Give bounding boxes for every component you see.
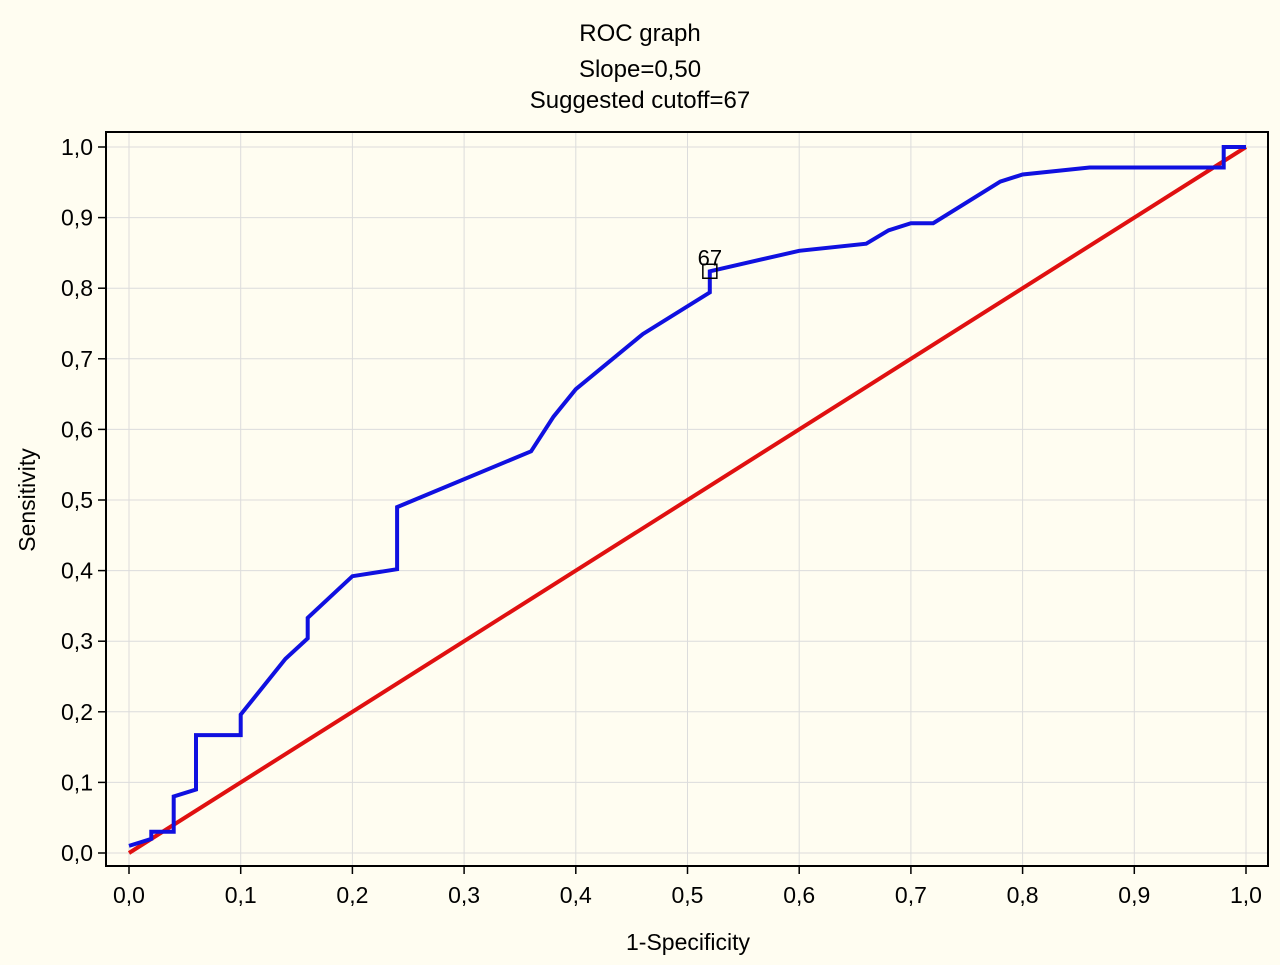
x-tick-label-6: 0,6	[783, 882, 815, 908]
x-tick-label-2: 0,2	[336, 882, 368, 908]
series	[127, 145, 1248, 855]
x-tick-label-0: 0,0	[113, 882, 145, 908]
x-tick-label-5: 0,5	[672, 882, 704, 908]
y-tick-label-0: 0,0	[61, 840, 93, 866]
chart-subtitle-slope: Slope=0,50	[579, 56, 701, 83]
x-tick-label-1: 0,1	[225, 882, 257, 908]
x-tick-label-3: 0,3	[448, 882, 480, 908]
y-tick-label-8: 0,8	[61, 275, 93, 301]
y-tick-label-6: 0,6	[61, 416, 93, 442]
y-tick-label-3: 0,3	[61, 628, 93, 654]
x-tick-label-4: 0,4	[560, 882, 592, 908]
reference-diagonal-line	[127, 145, 1248, 855]
cutoff-label: 67	[698, 245, 722, 270]
y-tick-label-7: 0,7	[61, 346, 93, 372]
x-tick-label-9: 0,9	[1118, 882, 1150, 908]
y-tick-label-10: 1,0	[61, 134, 93, 160]
x-axis-title: 1-Specificity	[626, 929, 750, 955]
roc-curve-line	[128, 145, 1246, 848]
annotations: 67	[698, 245, 722, 280]
y-axis-title: Sensitivity	[14, 448, 40, 552]
x-tick-label-10: 1,0	[1230, 882, 1262, 908]
y-tick-label-4: 0,4	[61, 558, 93, 584]
y-tick-label-9: 0,9	[61, 205, 93, 231]
chart-title: ROC graph	[579, 20, 700, 47]
axis-ticks: 0,0 0,1 0,2 0,3 0,4 0,5 0,6 0,7 0,8 0,9 1,0 0,0 0,1 0…	[61, 134, 1262, 908]
y-tick-label-2: 0,2	[61, 699, 93, 725]
grid	[106, 132, 1268, 866]
y-tick-label-1: 0,1	[61, 769, 93, 795]
chart-subtitle-cutoff: Suggested cutoff=67	[530, 87, 750, 114]
cutoff-marker	[702, 263, 718, 280]
y-tick-label-5: 0,5	[61, 487, 93, 513]
x-tick-label-8: 0,8	[1007, 882, 1039, 908]
x-tick-label-7: 0,7	[895, 882, 927, 908]
